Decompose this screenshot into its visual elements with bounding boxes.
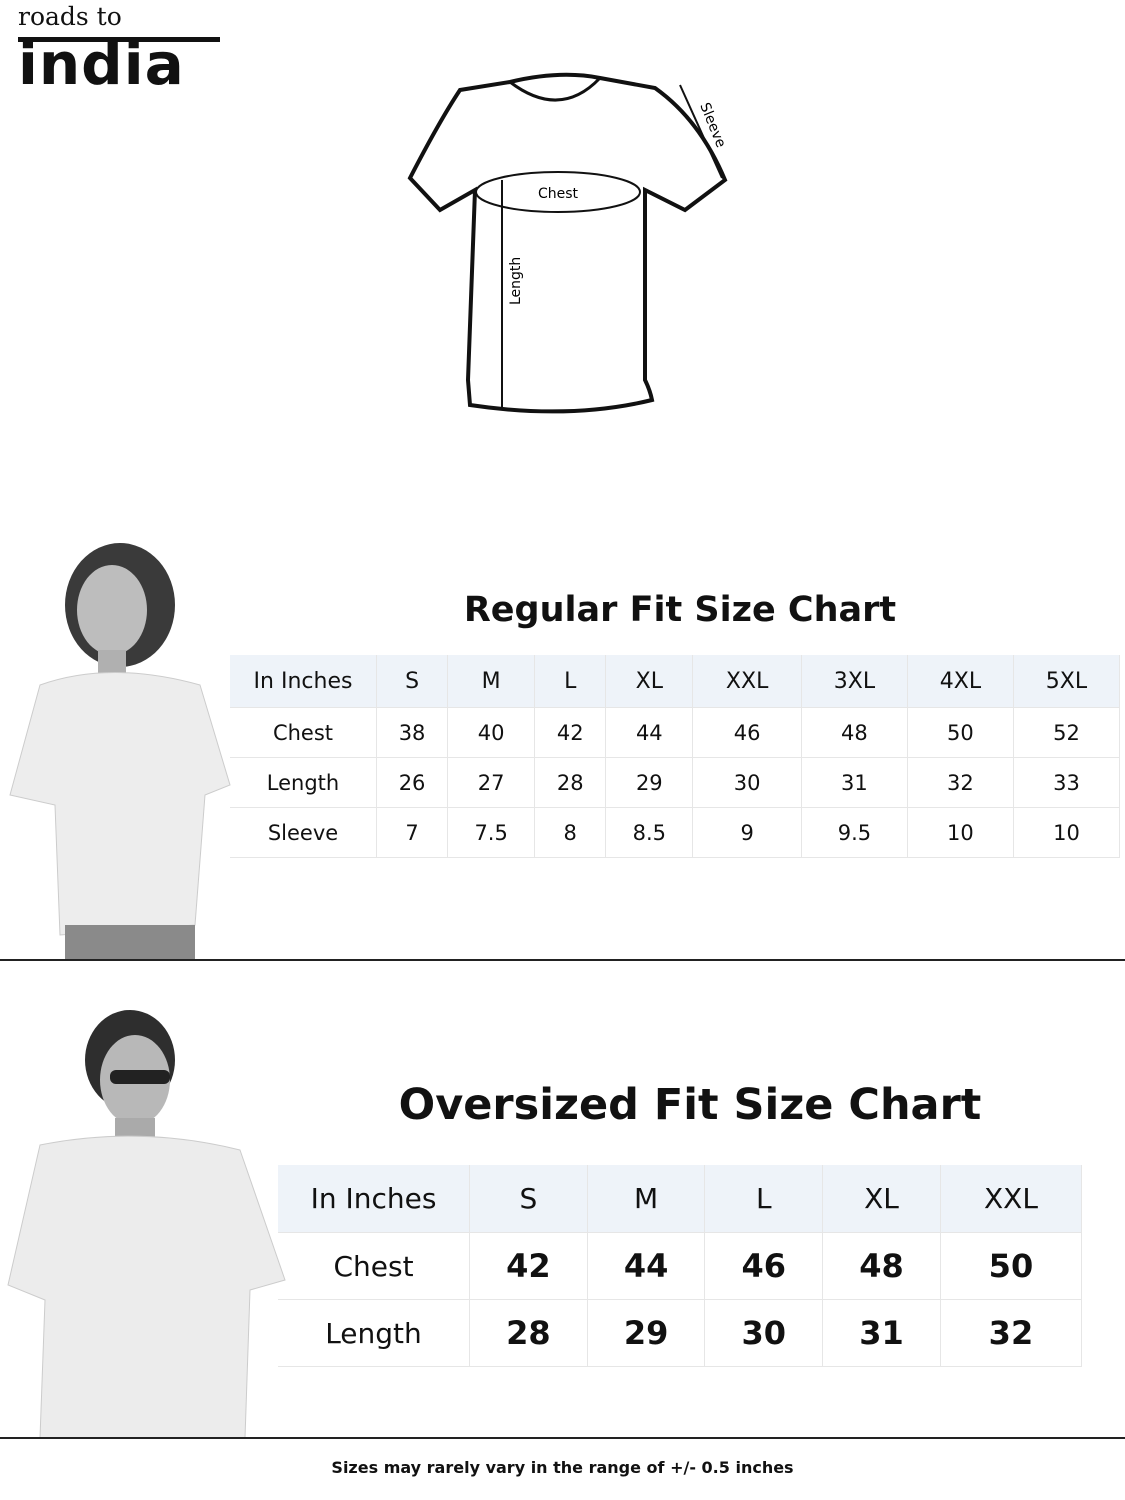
regular-fit-table: In Inches S M L XL XXL 3XL 4XL 5XL Chest… [230, 655, 1121, 858]
regular-fit-title: Regular Fit Size Chart [463, 590, 897, 630]
table-cell: 30 [692, 757, 802, 808]
table-cell: 32 [907, 757, 1014, 808]
table-cell: 48 [822, 1232, 941, 1300]
table-cell: 31 [822, 1299, 941, 1367]
header-cell: L [534, 655, 607, 708]
table-cell: 44 [605, 707, 694, 758]
brand-logo-main: india [18, 30, 185, 98]
row-label: Chest [230, 707, 377, 758]
table-cell: 26 [376, 757, 449, 808]
table-cell: 30 [704, 1299, 824, 1367]
row-label: Length [230, 757, 377, 808]
table-cell: 50 [907, 707, 1014, 758]
header-cell: M [447, 655, 536, 708]
row-label: Chest [278, 1232, 470, 1300]
table-cell: 42 [469, 1232, 588, 1300]
table-cell: 29 [587, 1299, 706, 1367]
length-label: Length [508, 257, 524, 305]
header-cell: XXL [940, 1165, 1083, 1233]
man-model-photo [7, 1010, 286, 1438]
table-cell: 28 [469, 1299, 588, 1367]
table-cell: 9 [692, 807, 802, 858]
table-cell: 29 [605, 757, 694, 808]
table-cell: 40 [447, 707, 536, 758]
table-cell: 46 [692, 707, 802, 758]
oversized-fit-table: In Inches S M L XL XXL Chest 42 44 46 48… [278, 1165, 1083, 1367]
table-cell: 42 [534, 707, 607, 758]
table-cell: 50 [940, 1232, 1083, 1300]
footer-note: Sizes may rarely vary in the range of +/… [331, 1458, 794, 1477]
table-cell: 33 [1013, 757, 1121, 808]
oversized-fit-title: Oversized Fit Size Chart [398, 1080, 982, 1130]
table-cell: 7.5 [447, 807, 536, 858]
header-cell: XL [605, 655, 694, 708]
woman-model-photo [9, 543, 231, 960]
header-cell: 4XL [907, 655, 1014, 708]
header-cell: M [587, 1165, 706, 1233]
table-cell: 48 [801, 707, 908, 758]
brand-logo-bar [18, 37, 220, 42]
header-cell: 5XL [1013, 655, 1121, 708]
table-row: Chest 38 40 42 44 46 48 50 52 [230, 707, 1121, 758]
table-cell: 10 [907, 807, 1014, 858]
header-cell: XL [822, 1165, 941, 1233]
table-cell: 27 [447, 757, 536, 808]
table-cell: 46 [704, 1232, 824, 1300]
table-row: Length 26 27 28 29 30 31 32 33 [230, 757, 1121, 808]
table-cell: 28 [534, 757, 607, 808]
header-cell: In Inches [230, 655, 377, 708]
table-cell: 52 [1013, 707, 1121, 758]
table-cell: 31 [801, 757, 908, 808]
table-cell: 8.5 [605, 807, 694, 858]
table-cell: 10 [1013, 807, 1121, 858]
header-cell: S [376, 655, 449, 708]
table-cell: 44 [587, 1232, 706, 1300]
table-cell: 8 [534, 807, 607, 858]
table-cell: 32 [940, 1299, 1083, 1367]
header-cell: L [704, 1165, 824, 1233]
table-row: Chest 42 44 46 48 50 [278, 1232, 1083, 1300]
row-label: Length [278, 1299, 470, 1367]
table-cell: 7 [376, 807, 449, 858]
header-cell: In Inches [278, 1165, 470, 1233]
table-cell: 38 [376, 707, 449, 758]
header-cell: 3XL [801, 655, 908, 708]
section-divider [0, 959, 1125, 961]
table-row: Length 28 29 30 31 32 [278, 1299, 1083, 1367]
tshirt-diagram: Chest Length Sleeve [407, 72, 729, 414]
table-cell: 9.5 [801, 807, 908, 858]
table-header-row: In Inches S M L XL XXL 3XL 4XL 5XL [230, 655, 1121, 708]
chest-label: Chest [538, 186, 579, 202]
section-divider [0, 1437, 1125, 1439]
header-cell: S [469, 1165, 588, 1233]
table-header-row: In Inches S M L XL XXL [278, 1165, 1083, 1233]
row-label: Sleeve [230, 807, 377, 858]
table-row: Sleeve 7 7.5 8 8.5 9 9.5 10 10 [230, 807, 1121, 858]
brand-logo-top: roads to [18, 2, 122, 31]
header-cell: XXL [692, 655, 802, 708]
sleeve-label: Sleeve [696, 101, 728, 150]
sleeve-arrow [679, 84, 723, 179]
